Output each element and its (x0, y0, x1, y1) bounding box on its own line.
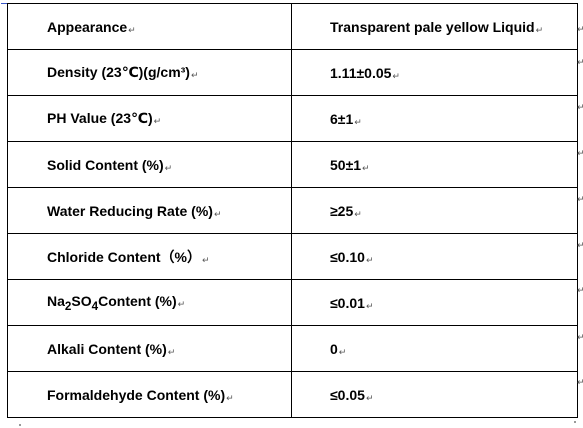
property-label: Water Reducing Rate (%) (47, 202, 213, 219)
paragraph-mark-icon: ↵ (354, 208, 362, 219)
property-label: Solid Content (%) (47, 156, 164, 173)
corner-selection-mark (1, 0, 11, 4)
property-value: ≥25 (330, 202, 354, 219)
paragraph-mark-icon: ↵ (354, 116, 362, 127)
paragraph-mark-icon: ↵ (177, 298, 186, 309)
table-row: Appearance↵ Transparent pale yellow Liqu… (7, 3, 578, 50)
paragraph-mark-icon: ↵ (190, 70, 199, 80)
row-end-mark-icon: ↵ (577, 332, 583, 342)
value-cell: ≥25↵ (291, 187, 578, 234)
row-end-mark-icon: ↵ (577, 240, 583, 250)
property-value: ≤0.05 (330, 386, 365, 403)
value-cell: ≤0.10↵ (291, 233, 578, 280)
paragraph-mark-icon: ↵ (365, 392, 374, 403)
property-cell: Na2SO4Content (%)↵ (7, 279, 292, 326)
table-row: Solid Content (%)↵ 50±1↵ (7, 141, 578, 188)
property-cell: Solid Content (%)↵ (7, 141, 292, 188)
value-cell: Transparent pale yellow Liquid↵ (291, 3, 578, 50)
property-label-part: Na (47, 292, 65, 309)
property-cell: Chloride Content（%）↵ (7, 233, 292, 280)
row-end-mark-icon: ↵ (577, 57, 583, 67)
paragraph-mark-icon: ↵ (365, 300, 374, 311)
table-row: Na2SO4Content (%)↵ ≤0.01↵ (7, 279, 578, 326)
property-label: Alkali Content (%) (47, 340, 167, 357)
property-label-part: Content (%) (98, 292, 177, 309)
paragraph-mark-icon: ↵ (362, 162, 370, 173)
property-cell: PH Value (23℃)↵ (7, 95, 292, 142)
value-cell: 6±1↵ (291, 95, 578, 142)
property-label-part: SO (71, 292, 92, 309)
property-label: Formaldehyde Content (%) (47, 386, 226, 403)
paragraph-mark-icon: ↵ (128, 24, 136, 35)
specification-table: Appearance↵ Transparent pale yellow Liqu… (7, 3, 578, 418)
table-row: Chloride Content（%）↵ ≤0.10↵ (7, 233, 578, 280)
row-end-mark-icon: ↵ (577, 148, 583, 158)
value-cell: 1.11±0.05↵ (291, 49, 578, 96)
table-row: Formaldehyde Content (%)↵ ≤0.05↵ (7, 371, 578, 418)
value-cell: 0↵ (291, 325, 578, 372)
table-row: Alkali Content (%)↵ 0↵ (7, 325, 578, 372)
stray-dot (19, 424, 21, 426)
property-label: Chloride Content（%） (47, 248, 201, 265)
table-row: Density (23℃)(g/cm³)↵ 1.11±0.05↵ (7, 49, 578, 96)
paragraph-mark-icon: ↵ (167, 346, 176, 357)
property-cell: Water Reducing Rate (%)↵ (7, 187, 292, 234)
row-end-mark-icon: ↵ (577, 102, 583, 112)
table-row: Water Reducing Rate (%)↵ ≥25↵ (7, 187, 578, 234)
paragraph-mark-icon: ↵ (392, 70, 400, 81)
property-label: PH Value (23℃) (47, 110, 153, 126)
property-cell: Formaldehyde Content (%)↵ (7, 371, 292, 418)
value-cell: ≤0.01↵ (291, 279, 578, 326)
paragraph-mark-icon: ↵ (338, 346, 347, 357)
value-cell: ≤0.05↵ (291, 371, 578, 418)
row-end-mark-icon: ↵ (577, 285, 583, 295)
paragraph-mark-icon: ↵ (164, 162, 173, 173)
paragraph-mark-icon: ↵ (213, 208, 222, 219)
property-label: Density (23℃)(g/cm³) (47, 64, 190, 80)
paragraph-mark-icon: ↵ (153, 116, 162, 126)
row-end-mark-icon: ↵ (577, 194, 583, 204)
paragraph-mark-icon: ↵ (202, 254, 210, 265)
property-value: ≤0.01 (330, 294, 365, 311)
property-value: 1.11±0.05 (330, 64, 392, 81)
property-value: 50±1 (330, 156, 362, 173)
property-label: Na2SO4Content (%) (47, 292, 177, 313)
paragraph-mark-icon: ↵ (365, 254, 374, 265)
property-value: ≤0.10 (330, 248, 365, 265)
table-row: PH Value (23℃)↵ 6±1↵ (7, 95, 578, 142)
paragraph-mark-icon: ↵ (226, 392, 234, 403)
stray-dot (574, 421, 576, 423)
property-cell: Appearance↵ (7, 3, 292, 50)
row-end-mark-icon: ↵ (577, 377, 583, 387)
subscript: 2 (64, 299, 72, 313)
value-cell: 50±1↵ (291, 141, 578, 188)
paragraph-mark-icon: ↵ (535, 24, 544, 35)
property-label: Appearance (47, 18, 128, 35)
property-value: 0 (330, 340, 338, 357)
row-end-mark-icon: ↵ (577, 24, 583, 34)
property-value: Transparent pale yellow Liquid (330, 18, 535, 35)
subscript: 4 (91, 299, 99, 313)
property-cell: Density (23℃)(g/cm³)↵ (7, 49, 292, 96)
property-value: 6±1 (330, 110, 354, 127)
property-cell: Alkali Content (%)↵ (7, 325, 292, 372)
